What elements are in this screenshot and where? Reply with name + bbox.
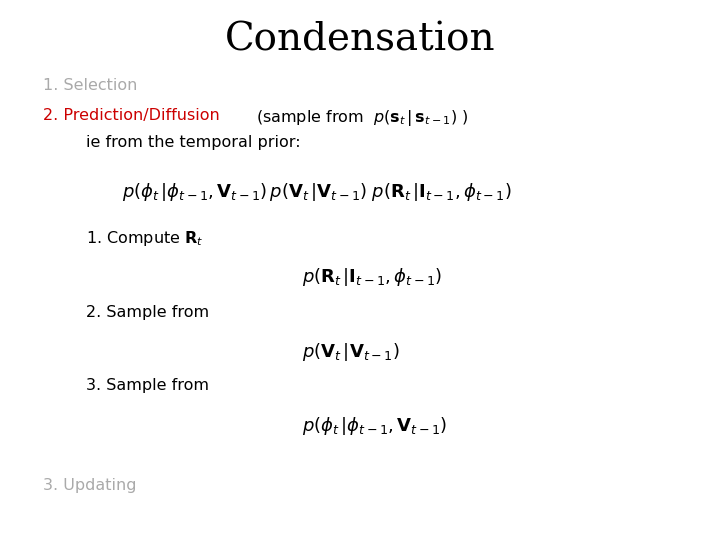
Text: Condensation: Condensation	[225, 22, 495, 59]
Text: $p(\phi_t\,|\phi_{t-1},\mathbf{V}_{t-1})\,p(\mathbf{V}_t\,|\mathbf{V}_{t-1})\;p(: $p(\phi_t\,|\phi_{t-1},\mathbf{V}_{t-1})…	[122, 181, 513, 203]
Text: 1. Compute $\mathbf{R}_t$: 1. Compute $\mathbf{R}_t$	[86, 230, 204, 248]
Text: $p(\phi_t\,|\phi_{t-1},\mathbf{V}_{t-1})$: $p(\phi_t\,|\phi_{t-1},\mathbf{V}_{t-1})…	[302, 415, 448, 437]
Text: (sample from  $p(\mathbf{s}_t\,|\,\mathbf{s}_{t-1})$ ): (sample from $p(\mathbf{s}_t\,|\,\mathbf…	[256, 108, 468, 128]
Text: ie from the temporal prior:: ie from the temporal prior:	[86, 135, 301, 150]
Text: 2. Sample from: 2. Sample from	[86, 305, 210, 320]
Text: 3. Sample from: 3. Sample from	[86, 378, 210, 393]
Text: $p(\mathbf{V}_t\,|\mathbf{V}_{t-1})$: $p(\mathbf{V}_t\,|\mathbf{V}_{t-1})$	[302, 341, 400, 363]
Text: 3. Updating: 3. Updating	[43, 478, 137, 493]
Text: 1. Selection: 1. Selection	[43, 78, 138, 93]
Text: 2. Prediction/Diffusion: 2. Prediction/Diffusion	[43, 108, 220, 123]
Text: $p(\mathbf{R}_t\,|\mathbf{I}_{t-1},\phi_{t-1})$: $p(\mathbf{R}_t\,|\mathbf{I}_{t-1},\phi_…	[302, 266, 443, 288]
